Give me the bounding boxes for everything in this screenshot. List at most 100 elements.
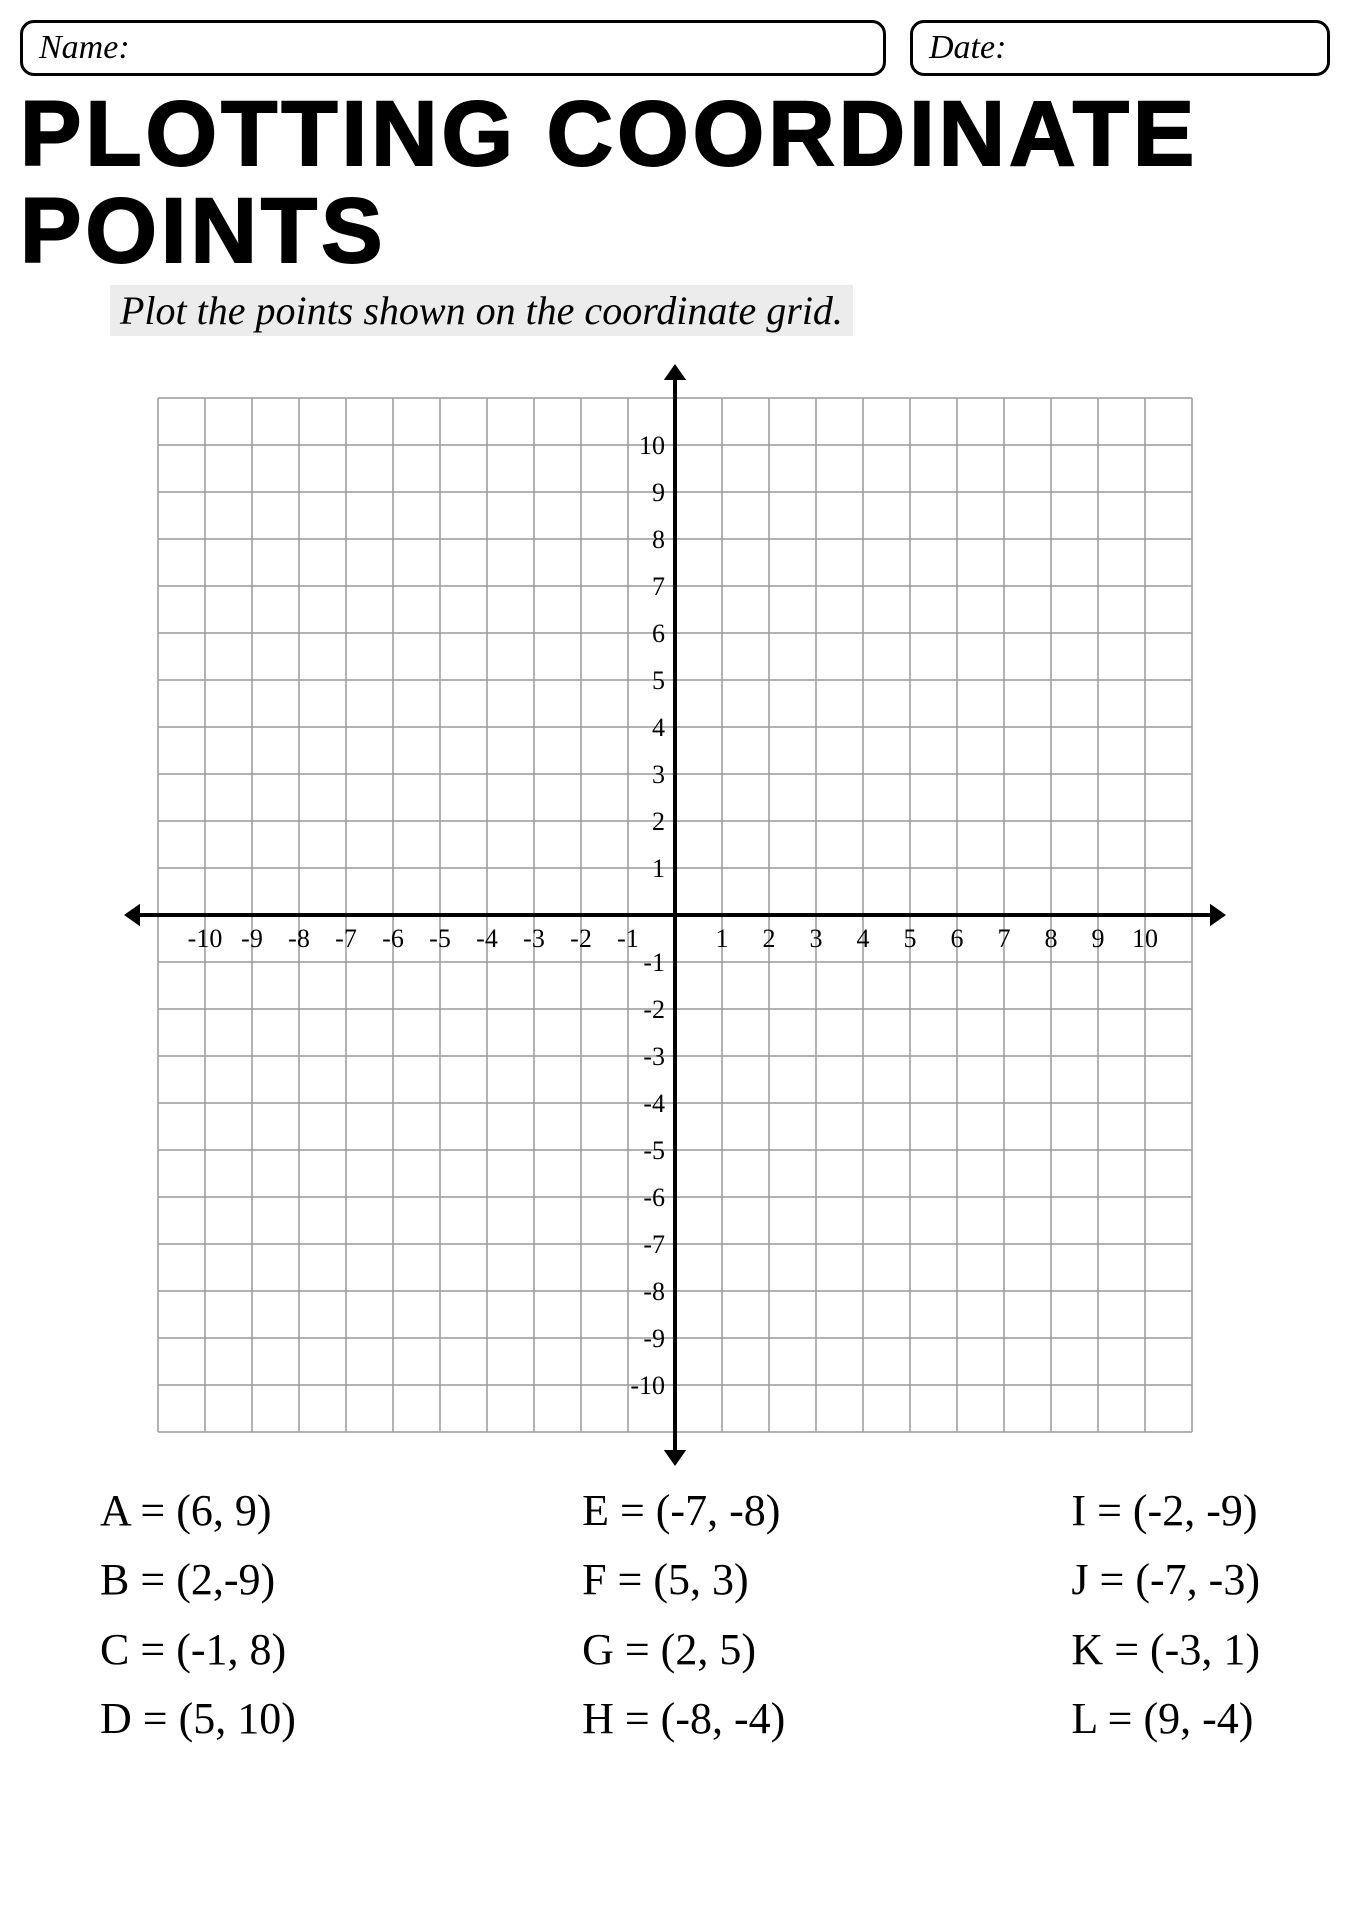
points-column: E = (-7, -8) F = (5, 3) G = (2, 5) H = (-8,… <box>582 1482 785 1747</box>
point-item: A = (6, 9) <box>100 1482 296 1539</box>
point-coord: (-7, -8) <box>656 1486 781 1535</box>
point-label: F <box>582 1555 606 1604</box>
x-tick-label: 1 <box>716 924 729 953</box>
y-tick-label: 1 <box>652 854 665 883</box>
point-label: K <box>1071 1625 1103 1674</box>
equals-sign: = <box>1103 1625 1150 1674</box>
y-tick-label: 9 <box>652 478 665 507</box>
point-label: L <box>1071 1694 1096 1743</box>
point-item: C = (-1, 8) <box>100 1621 296 1678</box>
point-coord: (-3, 1) <box>1150 1625 1260 1674</box>
y-tick-label: 5 <box>652 666 665 695</box>
point-coord: (6, 9) <box>176 1486 271 1535</box>
point-item: J = (-7, -3) <box>1071 1551 1260 1608</box>
x-tick-label: 3 <box>810 924 823 953</box>
point-label: B <box>100 1555 129 1604</box>
point-item: B = (2,-9) <box>100 1551 296 1608</box>
y-tick-label: -10 <box>630 1371 665 1400</box>
equals-sign: = <box>614 1694 661 1743</box>
points-list: A = (6, 9) B = (2,-9) C = (-1, 8) D = (5, 1… <box>20 1472 1330 1747</box>
x-tick-label: -9 <box>241 924 263 953</box>
equals-sign: = <box>607 1555 654 1604</box>
x-tick-label: 2 <box>763 924 776 953</box>
y-tick-label: 6 <box>652 619 665 648</box>
x-tick-label: 4 <box>857 924 870 953</box>
point-item: I = (-2, -9) <box>1071 1482 1260 1539</box>
point-coord: (5, 10) <box>179 1694 296 1743</box>
points-column: A = (6, 9) B = (2,-9) C = (-1, 8) D = (5, 1… <box>100 1482 296 1747</box>
equals-sign: = <box>129 1555 176 1604</box>
y-tick-label: -8 <box>643 1277 665 1306</box>
point-coord: (2,-9) <box>176 1555 275 1604</box>
instruction-text: Plot the points shown on the coordinate … <box>110 285 853 336</box>
x-tick-label: 10 <box>1132 924 1158 953</box>
name-field[interactable]: Name: <box>20 20 886 76</box>
point-item: G = (2, 5) <box>582 1621 785 1678</box>
x-tick-label: -7 <box>335 924 357 953</box>
date-field[interactable]: Date: <box>910 20 1330 76</box>
x-tick-label: -1 <box>617 924 639 953</box>
point-coord: (-7, -3) <box>1135 1555 1260 1604</box>
y-tick-label: -3 <box>643 1042 665 1071</box>
point-label: G <box>582 1625 614 1674</box>
point-label: J <box>1071 1555 1088 1604</box>
y-tick-label: 4 <box>652 713 665 742</box>
x-tick-label: 7 <box>998 924 1011 953</box>
point-item: H = (-8, -4) <box>582 1690 785 1747</box>
x-tick-label: 9 <box>1092 924 1105 953</box>
grid-container: -10 -9 -8 -7 -6 -5 -4 -3 -2 -1 1 2 3 4 5 6 7 8 9 10 10 9 8 7 6 5 4… <box>20 358 1330 1472</box>
date-label: Date: <box>929 29 1006 66</box>
equals-sign: = <box>1089 1555 1136 1604</box>
equals-sign: = <box>129 1625 176 1674</box>
point-coord: (-8, -4) <box>661 1694 786 1743</box>
point-coord: (2, 5) <box>661 1625 756 1674</box>
point-coord: (5, 3) <box>653 1555 748 1604</box>
x-tick-label: -2 <box>570 924 592 953</box>
x-tick-label: -5 <box>429 924 451 953</box>
y-tick-label: -6 <box>643 1183 665 1212</box>
y-tick-label: -9 <box>643 1324 665 1353</box>
point-item: D = (5, 10) <box>100 1690 296 1747</box>
equals-sign: = <box>614 1625 661 1674</box>
y-tick-label: 7 <box>652 572 665 601</box>
y-tick-label: 3 <box>652 760 665 789</box>
point-label: A <box>100 1486 129 1535</box>
y-tick-label: 8 <box>652 525 665 554</box>
equals-sign: = <box>1097 1694 1144 1743</box>
point-item: L = (9, -4) <box>1071 1690 1260 1747</box>
equals-sign: = <box>1086 1486 1133 1535</box>
y-tick-label: 2 <box>652 807 665 836</box>
x-tick-label: -10 <box>188 924 223 953</box>
point-item: F = (5, 3) <box>582 1551 785 1608</box>
point-label: C <box>100 1625 129 1674</box>
x-tick-label: -4 <box>476 924 498 953</box>
page-title: PLOTTING COORDINATE POINTS <box>20 86 1330 279</box>
y-tick-label: -4 <box>643 1089 665 1118</box>
x-tick-label: -8 <box>288 924 310 953</box>
y-tick-label: -2 <box>643 995 665 1024</box>
y-tick-label: -1 <box>643 948 665 977</box>
y-tick-label: 10 <box>639 431 665 460</box>
point-label: H <box>582 1694 614 1743</box>
x-tick-label: -3 <box>523 924 545 953</box>
point-label: D <box>100 1694 132 1743</box>
point-label: I <box>1071 1486 1086 1535</box>
x-tick-label: 6 <box>951 924 964 953</box>
coordinate-grid: -10 -9 -8 -7 -6 -5 -4 -3 -2 -1 1 2 3 4 5 6 7 8 9 10 10 9 8 7 6 5 4… <box>118 358 1232 1472</box>
point-coord: (-2, -9) <box>1133 1486 1258 1535</box>
y-tick-label: -7 <box>643 1230 665 1259</box>
point-label: E <box>582 1486 609 1535</box>
header-row: Name: Date: <box>20 20 1330 76</box>
equals-sign: = <box>609 1486 656 1535</box>
point-item: K = (-3, 1) <box>1071 1621 1260 1678</box>
x-tick-label: 5 <box>904 924 917 953</box>
x-tick-label: 8 <box>1045 924 1058 953</box>
equals-sign: = <box>132 1694 179 1743</box>
name-label: Name: <box>39 29 130 66</box>
x-tick-label: -6 <box>382 924 404 953</box>
point-coord: (9, -4) <box>1144 1694 1254 1743</box>
points-column: I = (-2, -9) J = (-7, -3) K = (-3, 1) L = (… <box>1071 1482 1260 1747</box>
y-tick-label: -5 <box>643 1136 665 1165</box>
point-item: E = (-7, -8) <box>582 1482 785 1539</box>
point-coord: (-1, 8) <box>176 1625 286 1674</box>
